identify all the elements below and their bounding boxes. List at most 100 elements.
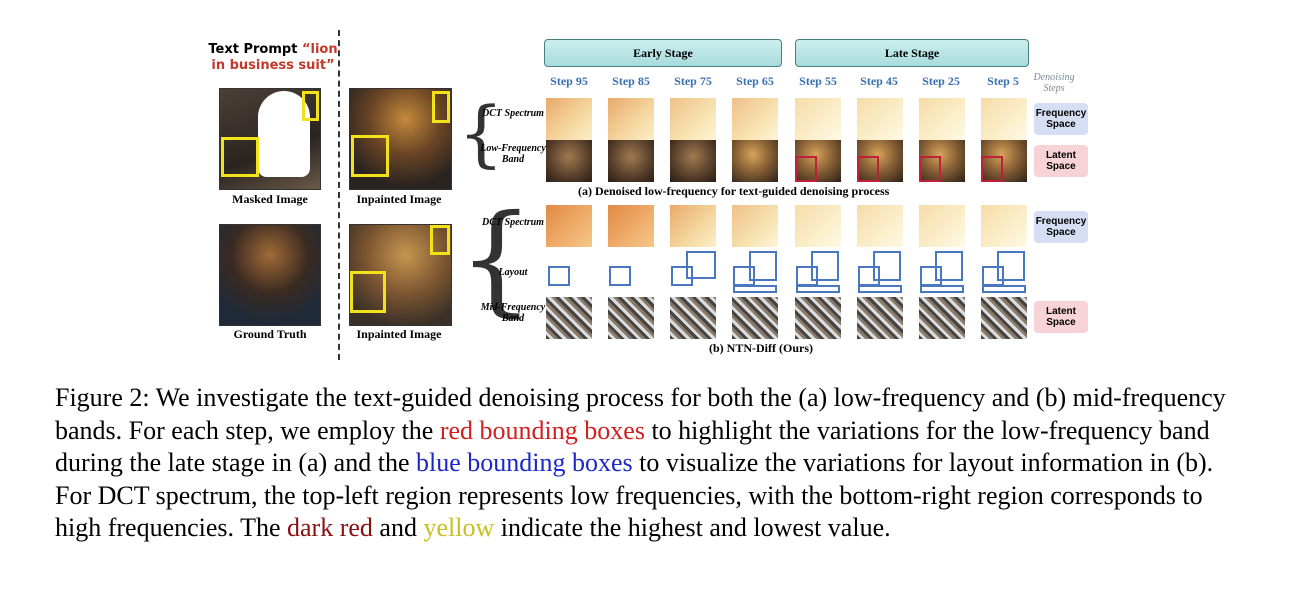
layout-box	[671, 266, 693, 286]
low-frequency-tile	[795, 140, 841, 182]
yellow-box	[221, 137, 259, 177]
caption-red-phrase: red bounding boxes	[439, 415, 645, 445]
mid-frequency-tile	[732, 297, 778, 339]
inpainted-image-top	[349, 88, 452, 190]
dct-tile	[857, 98, 903, 140]
layout-box	[920, 285, 964, 293]
prompt-prefix: Text Prompt	[208, 42, 302, 57]
row-label-layout: Layout	[498, 267, 528, 278]
frequency-space-tag: Frequency Space	[1034, 103, 1088, 135]
dct-tile	[795, 205, 841, 247]
yellow-box	[350, 271, 386, 313]
mid-frequency-tile	[608, 297, 654, 339]
mid-frequency-tile	[670, 297, 716, 339]
caption-text: to visualize the variations for layout i…	[55, 448, 1214, 542]
low-frequency-tile	[857, 140, 903, 182]
yellow-box	[430, 225, 450, 255]
figure-caption: Figure 2: We investigate the text-guided…	[55, 382, 1245, 545]
step-label: Step 25	[922, 74, 960, 88]
dct-tile	[795, 98, 841, 140]
step-label: Step 45	[860, 74, 898, 88]
red-box	[919, 156, 941, 182]
low-frequency-tile	[981, 140, 1027, 182]
yellow-box	[351, 135, 389, 177]
mid-frequency-tile	[919, 297, 965, 339]
low-frequency-tile	[608, 140, 654, 182]
caption-dark-red-word: dark red	[287, 513, 373, 542]
inpainted-image-bottom-caption: Inpainted Image	[356, 327, 442, 341]
dct-tile	[670, 98, 716, 140]
mid-frequency-tile	[546, 297, 592, 339]
row-label-mid-frequency: Mid-Frequency Band	[480, 302, 546, 324]
divider	[338, 30, 340, 360]
dct-tile	[732, 205, 778, 247]
subcaption-a: (a) Denoised low-frequency for text-guid…	[578, 184, 890, 198]
dct-tile	[919, 98, 965, 140]
step-label: Step 85	[612, 74, 650, 88]
masked-image	[219, 88, 321, 190]
yellow-box	[432, 91, 450, 123]
caption-text: Figure 2: We investigate the text-guided…	[55, 383, 1226, 445]
brace-b: {	[458, 190, 535, 329]
mid-frequency-tile	[795, 297, 841, 339]
dct-tile	[857, 205, 903, 247]
low-frequency-tile	[732, 140, 778, 182]
latent-space-tag: Latent Space	[1034, 145, 1088, 177]
layout-box	[548, 266, 570, 286]
caption-text: indicate the highest and lowest value.	[494, 513, 891, 542]
early-stage-header: Early Stage	[544, 39, 782, 67]
layout-box	[609, 266, 631, 286]
layout-box	[997, 251, 1025, 281]
dct-tile	[981, 205, 1027, 247]
brace-a: {	[458, 91, 504, 175]
dct-tile	[608, 205, 654, 247]
step-label: Step 75	[674, 74, 712, 88]
caption-text: to highlight the variations for the low-…	[55, 415, 1210, 478]
dct-tile	[670, 205, 716, 247]
mask-region	[258, 91, 310, 177]
inpainted-image-top-caption: Inpainted Image	[356, 192, 442, 206]
row-label-dct-b: DCT Spectrum	[482, 217, 544, 228]
red-box	[857, 156, 879, 182]
caption-blue-phrase: blue bounding boxes	[415, 448, 633, 477]
inpainted-image-bottom	[349, 224, 452, 326]
dct-tile	[732, 98, 778, 140]
red-box	[795, 156, 817, 182]
step-label: Step 5	[987, 74, 1019, 88]
dct-tile	[546, 98, 592, 140]
step-label: Step 95	[550, 74, 588, 88]
low-frequency-tile	[670, 140, 716, 182]
late-stage-header: Late Stage	[795, 39, 1029, 67]
layout-box	[796, 285, 840, 293]
layout-box	[686, 251, 716, 279]
yellow-box	[302, 91, 319, 121]
row-label-low-frequency: Low-Frequency Band	[480, 143, 546, 165]
prompt-quote: “lion in business suit”	[211, 42, 338, 73]
caption-text: and	[372, 513, 424, 542]
red-box	[981, 156, 1003, 182]
layout-box	[982, 285, 1026, 293]
mid-frequency-tile	[857, 297, 903, 339]
layout-box	[873, 251, 901, 281]
step-label: Step 55	[799, 74, 837, 88]
layout-box	[811, 251, 839, 281]
layout-box	[749, 251, 777, 281]
layout-box	[935, 251, 963, 281]
step-label: Step 65	[736, 74, 774, 88]
layout-box	[733, 285, 777, 293]
denoising-steps-label: Denoising Steps	[1033, 72, 1075, 94]
low-frequency-tile	[919, 140, 965, 182]
mid-frequency-tile	[981, 297, 1027, 339]
row-label-dct-a: DCT Spectrum	[482, 108, 544, 119]
ground-truth-image	[219, 224, 321, 326]
frequency-space-tag: Frequency Space	[1034, 211, 1088, 243]
text-prompt: Text Prompt “lion in business suit”	[208, 42, 338, 74]
dct-tile	[919, 205, 965, 247]
dct-tile	[546, 205, 592, 247]
dct-tile	[608, 98, 654, 140]
ground-truth-caption: Ground Truth	[233, 327, 307, 341]
latent-space-tag: Latent Space	[1034, 301, 1088, 333]
caption-yellow-word: yellow	[423, 513, 495, 542]
subcaption-b: (b) NTN-Diff (Ours)	[709, 341, 813, 355]
layout-box	[858, 285, 902, 293]
